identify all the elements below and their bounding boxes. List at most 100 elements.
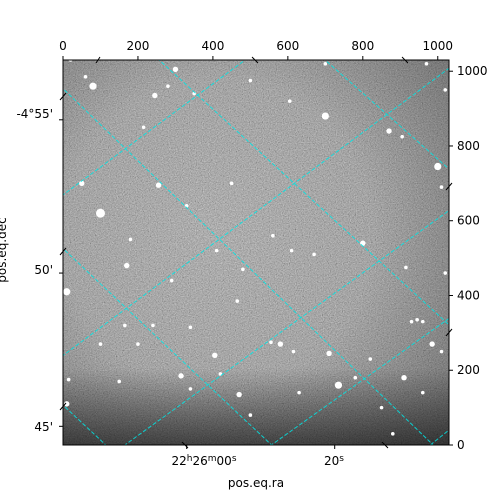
top-tick-label-5: 1000	[422, 39, 453, 53]
star-14	[79, 180, 85, 187]
star-37	[326, 350, 332, 357]
star-65	[188, 387, 193, 391]
frame-grid-tick-9	[401, 56, 409, 64]
star-51	[98, 342, 103, 346]
right-tick-label-2: 400	[457, 288, 480, 302]
star-sources	[63, 60, 448, 436]
star-43	[401, 375, 407, 381]
right-tick-label-1: 200	[457, 363, 480, 377]
dec-tick-label-2: 50'	[34, 263, 53, 277]
star-12	[248, 78, 253, 83]
star-21	[289, 248, 294, 253]
star-66	[443, 271, 448, 275]
star-49	[66, 377, 71, 382]
star-0	[89, 82, 97, 90]
star-10	[386, 128, 392, 134]
frame-grid-tick-0	[59, 92, 67, 101]
top-tick-label-1: 200	[126, 39, 149, 53]
star-46	[236, 391, 242, 398]
star-57	[128, 237, 133, 242]
dec-tick-label-1: -4°55'	[16, 107, 53, 121]
star-60	[229, 181, 234, 186]
dec-grid-line-2	[63, 87, 434, 445]
star-29	[188, 325, 193, 330]
ra-grid-line-2	[63, 67, 449, 357]
top-tick-label-4: 800	[351, 39, 374, 53]
star-4	[83, 75, 88, 79]
star-42	[353, 375, 358, 380]
star-50	[64, 401, 70, 407]
star-52	[136, 342, 140, 346]
y-axis-title: pos.eq.dec	[0, 217, 9, 282]
star-9	[321, 112, 329, 120]
frame-grid-tick-6	[381, 441, 389, 449]
ra-grid-line-3	[124, 209, 449, 445]
star-55	[420, 319, 425, 324]
star-62	[297, 390, 301, 395]
star-5	[323, 61, 328, 66]
x-axis-title: pos.eq.ra	[228, 476, 284, 490]
top-tick-label-0: 0	[59, 39, 67, 53]
star-31	[123, 323, 127, 328]
star-27	[169, 278, 174, 283]
star-58	[271, 233, 275, 238]
star-59	[166, 84, 170, 88]
star-8	[287, 99, 292, 103]
frame-grid-tick-4	[445, 328, 453, 337]
star-23	[404, 265, 408, 270]
star-41	[439, 349, 444, 354]
star-35	[277, 341, 284, 347]
star-17	[95, 208, 105, 218]
frame-grid-tick-5	[181, 441, 189, 449]
dec-tick-label-3: 45'	[34, 420, 53, 434]
plot-frame	[62, 59, 450, 446]
dec-grid-line-5	[453, 34, 487, 64]
star-64	[439, 185, 444, 189]
star-15	[141, 125, 146, 130]
star-19	[241, 267, 245, 272]
ra-grid-line-1	[63, 60, 246, 196]
star-28	[235, 299, 240, 303]
dec-grid-line-4	[324, 60, 449, 170]
right-tick-label-3: 600	[457, 214, 480, 228]
star-6	[424, 61, 429, 66]
star-47	[379, 405, 384, 410]
star-33	[212, 352, 218, 358]
frame-grid-tick-8	[251, 56, 259, 64]
star-56	[415, 317, 419, 322]
star-48	[390, 431, 395, 436]
ra-grid-line-4	[270, 317, 449, 445]
star-54	[409, 319, 414, 324]
star-39	[368, 357, 373, 361]
dec-grid-line-3	[158, 60, 449, 326]
star-2	[172, 66, 179, 73]
star-38	[334, 381, 343, 389]
star-25	[63, 288, 71, 296]
star-32	[178, 373, 184, 379]
right-tick-label-4: 800	[457, 139, 480, 153]
ra-tick-label-1: 22h26m00s	[171, 454, 236, 468]
dec-grid-line-1	[63, 247, 273, 445]
star-26	[124, 262, 130, 269]
star-16	[155, 182, 162, 188]
star-11	[400, 134, 404, 139]
star-34	[269, 340, 273, 345]
star-44	[420, 390, 425, 395]
axis-ticks: 0 200 400 600 800 1000 0 200 400 600 800 1000	[59, 39, 488, 452]
right-tick-label-5: 1000	[457, 64, 488, 78]
star-13	[434, 162, 442, 171]
top-tick-label-3: 600	[276, 39, 299, 53]
frame-grid-tick-7	[95, 56, 101, 64]
star-20	[360, 240, 366, 246]
star-7	[443, 88, 448, 92]
right-tick-label-0: 0	[457, 438, 465, 452]
star-40	[429, 341, 435, 347]
top-tick-label-2: 400	[201, 39, 224, 53]
star-36	[291, 349, 296, 354]
star-1	[152, 92, 158, 99]
celestial-grid	[63, 34, 487, 445]
star-22	[312, 252, 316, 257]
star-18	[214, 248, 219, 253]
star-30	[151, 323, 155, 328]
